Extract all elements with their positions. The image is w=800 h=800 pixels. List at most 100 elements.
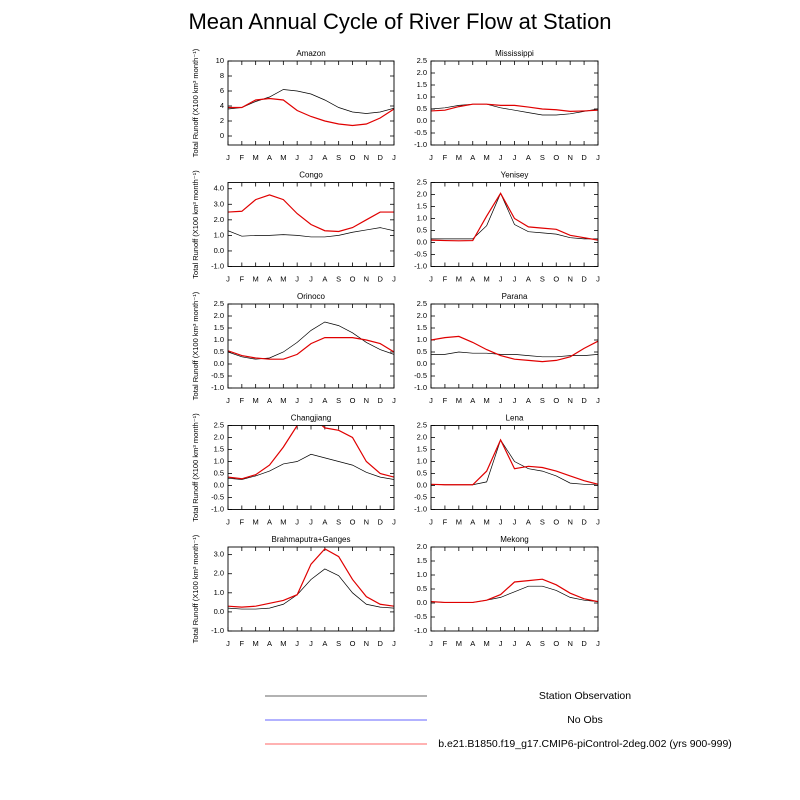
x-tick-label: S: [540, 639, 545, 648]
x-tick-label: S: [540, 274, 545, 283]
x-tick-label: O: [553, 274, 559, 283]
y-tick-label: 2.0: [214, 569, 224, 578]
panel-title: Yenisey: [501, 171, 529, 180]
legend-label: b.e21.B1850.f19_g17.CMIP6-piControl-2deg…: [438, 738, 732, 750]
x-tick-label: J: [596, 396, 600, 405]
x-tick-label: N: [567, 153, 572, 162]
x-tick-label: J: [596, 153, 600, 162]
x-tick-label: J: [513, 396, 517, 405]
x-tick-label: D: [581, 639, 587, 648]
y-tick-label: 1.5: [417, 80, 427, 89]
y-axis-label: Total Runoff (X100 km³ month⁻¹): [191, 534, 200, 643]
x-tick-label: M: [484, 153, 490, 162]
y-tick-label: 0.5: [417, 225, 427, 234]
x-tick-label: O: [350, 274, 356, 283]
panel-frame: [430, 303, 599, 389]
y-tick-label: 1.5: [417, 323, 427, 332]
y-tick-label: 2: [220, 116, 224, 125]
series-line: [431, 103, 598, 113]
series-line: [431, 192, 598, 240]
x-tick-label: J: [499, 153, 503, 162]
x-tick-label: F: [240, 639, 245, 648]
x-tick-label: D: [377, 517, 383, 526]
x-tick-label: N: [364, 639, 369, 648]
x-tick-label: M: [253, 153, 259, 162]
panel-frame: [227, 182, 395, 267]
x-tick-label: J: [295, 274, 299, 283]
y-tick-label: 0.0: [417, 480, 427, 489]
y-tick-label: 2.5: [417, 56, 427, 65]
x-tick-label: S: [336, 396, 341, 405]
panel-frame: [430, 60, 599, 146]
y-tick-label: 3.0: [214, 199, 224, 208]
x-tick-label: A: [470, 639, 475, 648]
y-tick-label: 2.5: [417, 177, 427, 186]
y-tick-label: -0.5: [211, 371, 224, 380]
panel-title: Mekong: [500, 535, 528, 544]
y-tick-label: 2.0: [214, 311, 224, 320]
x-tick-label: A: [526, 153, 531, 162]
x-tick-label: J: [429, 274, 433, 283]
x-tick-label: F: [240, 153, 245, 162]
y-tick-label: -1.0: [414, 626, 427, 635]
x-tick-label: S: [540, 517, 545, 526]
x-tick-label: O: [350, 639, 356, 648]
y-tick-label: -0.5: [414, 371, 427, 380]
x-tick-label: S: [540, 396, 545, 405]
series-line: [228, 194, 394, 233]
legend-label: Station Observation: [539, 690, 631, 702]
x-tick-label: A: [267, 517, 272, 526]
y-tick-label: 0.5: [214, 347, 224, 356]
x-tick-label: M: [456, 517, 462, 526]
y-tick-label: -1.0: [414, 261, 427, 270]
x-tick-label: A: [322, 153, 327, 162]
x-tick-label: F: [240, 274, 245, 283]
series-line: [228, 453, 394, 480]
y-tick-label: 1.5: [214, 323, 224, 332]
panel-frame: [227, 303, 395, 389]
x-tick-label: F: [240, 396, 245, 405]
x-tick-label: M: [456, 153, 462, 162]
x-tick-label: N: [567, 517, 572, 526]
x-tick-label: N: [567, 396, 572, 405]
x-tick-label: A: [526, 396, 531, 405]
panel-title: Congo: [299, 171, 323, 180]
x-tick-label: J: [295, 153, 299, 162]
x-tick-label: N: [364, 153, 369, 162]
y-tick-label: 1.0: [417, 213, 427, 222]
x-tick-label: J: [392, 639, 396, 648]
x-tick-label: J: [513, 639, 517, 648]
x-tick-label: M: [484, 274, 490, 283]
x-tick-label: M: [280, 396, 286, 405]
x-tick-label: J: [429, 396, 433, 405]
x-tick-label: M: [456, 639, 462, 648]
x-tick-label: J: [596, 517, 600, 526]
x-tick-label: O: [553, 639, 559, 648]
x-tick-label: O: [553, 153, 559, 162]
x-tick-label: N: [567, 639, 572, 648]
series-line: [228, 568, 394, 610]
x-tick-label: F: [240, 517, 245, 526]
x-tick-label: J: [309, 517, 313, 526]
y-tick-label: 1.0: [214, 588, 224, 597]
y-tick-label: 0.0: [417, 359, 427, 368]
x-tick-label: J: [226, 396, 230, 405]
y-axis-label: Total Runoff (X100 km³ month⁻¹): [191, 413, 200, 522]
panel-title: Lena: [506, 414, 524, 423]
y-tick-label: 2.0: [214, 432, 224, 441]
panel-title: Orinoco: [297, 292, 326, 301]
y-tick-label: 0.5: [417, 584, 427, 593]
series-line: [431, 335, 598, 363]
series-line: [228, 337, 394, 360]
series-line: [431, 578, 598, 604]
x-tick-label: S: [540, 153, 545, 162]
panel-frame: [430, 546, 599, 632]
x-tick-label: A: [526, 639, 531, 648]
y-tick-label: -1.0: [414, 504, 427, 513]
x-tick-label: O: [553, 396, 559, 405]
panel-title: Parana: [502, 292, 528, 301]
x-tick-label: F: [443, 639, 448, 648]
y-tick-label: 3.0: [214, 550, 224, 559]
y-tick-label: -0.5: [414, 249, 427, 258]
